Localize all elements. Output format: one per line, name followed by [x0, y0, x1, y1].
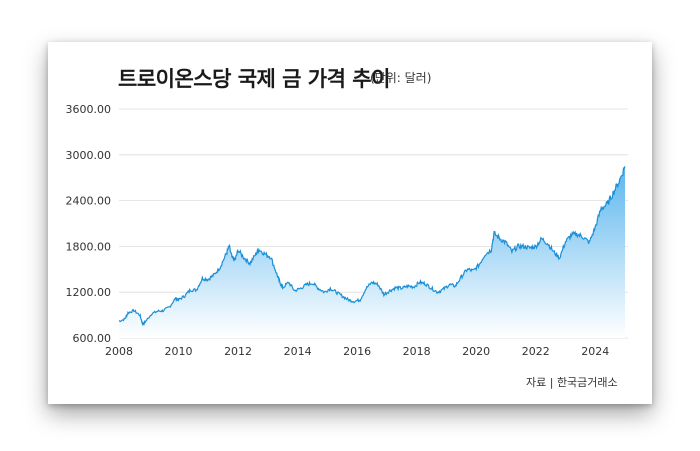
- price-area-fill: [119, 166, 625, 338]
- x-tick-labels: 2008 2010 2012 2014 2016 2018 2020 2022 2024: [105, 345, 609, 358]
- y-tick-label: 600.00: [73, 332, 112, 345]
- x-tick-label: 2020: [462, 345, 490, 358]
- x-tick-label: 2024: [581, 345, 609, 358]
- x-tick-label: 2016: [343, 345, 371, 358]
- x-tick-label: 2018: [403, 345, 431, 358]
- y-tick-label: 3600.00: [66, 103, 112, 116]
- y-tick-label: 1200.00: [66, 286, 112, 299]
- x-tick-label: 2012: [224, 345, 252, 358]
- unit-label: (단위: 달러): [370, 71, 432, 85]
- chart-card: [48, 42, 652, 404]
- price-line: [118, 166, 626, 326]
- x-tick-label: 2022: [522, 345, 550, 358]
- x-tick-label: 2010: [165, 345, 193, 358]
- y-tick-label: 3000.00: [66, 149, 112, 162]
- source-note: 자료 | 한국금거래소: [526, 376, 618, 389]
- y-tick-label: 1800.00: [66, 240, 112, 253]
- y-tick-label: 2400.00: [66, 195, 112, 208]
- chart-title: 트로이온스당 국제 금 가격 추이: [118, 67, 390, 91]
- y-tick-labels: 600.00 1200.00 1800.00 2400.00 3000.00 3600.0…: [66, 103, 112, 345]
- x-tick-label: 2014: [284, 345, 312, 358]
- x-tick-label: 2008: [105, 345, 133, 358]
